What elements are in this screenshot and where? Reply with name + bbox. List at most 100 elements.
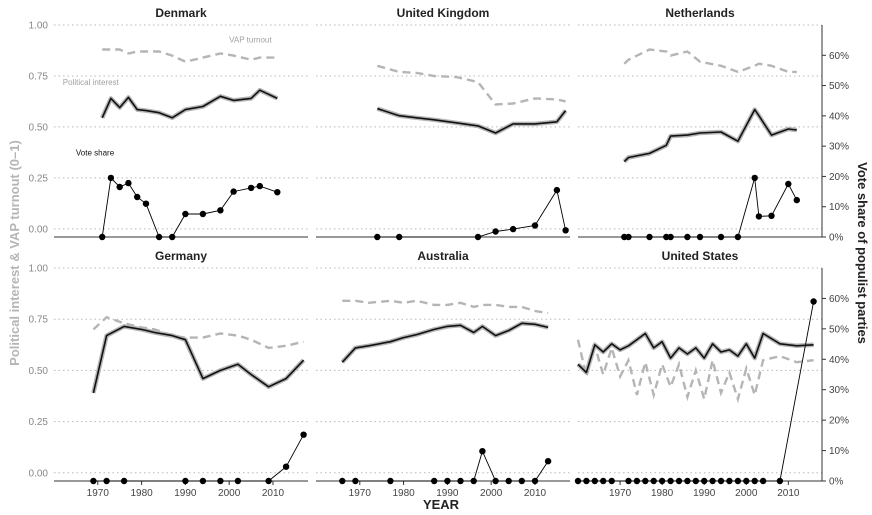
vote-share-point	[776, 477, 784, 485]
vote-share-point	[396, 233, 403, 241]
y-tick-label: 0.75	[29, 315, 49, 326]
vote-share-point	[457, 477, 464, 485]
vote-share-point	[755, 213, 763, 220]
x-axis-label: YEAR	[423, 497, 460, 512]
vote-share-point	[667, 477, 674, 485]
annotation-turnout: VAP turnout	[229, 35, 272, 44]
vote-share-point	[684, 233, 691, 241]
vote-share-point	[217, 207, 224, 214]
vote-share-point	[90, 477, 97, 485]
vote-share-point	[256, 182, 263, 190]
vote-share-point	[743, 477, 750, 485]
vote-share-point	[199, 477, 207, 485]
vote-share-point	[785, 180, 792, 188]
vote-share-point	[734, 233, 742, 241]
vote-share-point	[444, 477, 451, 485]
y2-tick-label: 40%	[829, 355, 849, 366]
vote-share-point	[339, 477, 346, 485]
y-tick-label: 0.75	[29, 71, 49, 82]
y2-tick-label: 0%	[829, 233, 844, 244]
vote-share-point	[574, 477, 582, 485]
y2-tick-label: 10%	[829, 446, 849, 457]
vote-share-point	[352, 477, 359, 485]
vote-share-point	[169, 233, 176, 241]
panel-united-kingdom: United Kingdom	[316, 6, 570, 241]
vote-share-point	[759, 477, 767, 485]
vote-share-point	[142, 200, 150, 207]
vote-share-point	[182, 210, 189, 218]
panel-title: United States	[662, 249, 739, 263]
interest-line	[577, 332, 814, 374]
y2-tick-label: 60%	[829, 294, 849, 305]
x-tick-label: 2010	[777, 488, 800, 499]
vote-share-point	[608, 477, 615, 485]
y2-tick-label: 30%	[829, 142, 849, 153]
vote-share-point	[553, 186, 561, 194]
vote-share-point	[646, 233, 653, 241]
vote-share-point	[474, 233, 482, 241]
annotation-vote-share: Vote share	[76, 148, 115, 157]
vote-share-point	[726, 477, 733, 485]
panel-denmark: Denmark 0.00 0.25 0.50 0.75 1.00 VAP turnout Po…	[29, 6, 308, 241]
vote-share-point	[709, 477, 716, 485]
vote-share-point	[518, 477, 525, 485]
vote-share-point	[234, 477, 242, 485]
interest-line	[377, 107, 567, 134]
vote-share-point	[282, 463, 290, 470]
vote-share-point	[751, 174, 758, 182]
vote-share-point	[431, 477, 438, 485]
y-tick-label: 0.50	[29, 122, 49, 133]
vote-share-point	[274, 189, 281, 196]
interest-line	[92, 325, 305, 394]
panel-title: Netherlands	[665, 6, 735, 20]
vote-share-point	[265, 477, 272, 485]
y2-tick-label: 40%	[829, 111, 849, 122]
x-tick-label: 1980	[392, 488, 415, 499]
vote-share-point	[492, 228, 499, 235]
vote-share-point	[625, 233, 632, 241]
x-tick-label: 2010	[262, 488, 285, 499]
y2-tick-label: 0%	[829, 477, 844, 488]
interest-band	[91, 324, 306, 394]
turnout-line	[623, 48, 797, 74]
vote-share-point	[751, 477, 758, 485]
x-tick-label: 1980	[651, 488, 674, 499]
vote-share-point	[544, 458, 552, 465]
turnout-line	[576, 339, 814, 404]
vote-share-point	[734, 477, 742, 485]
vote-share-point	[470, 477, 477, 485]
turnout-line	[342, 299, 549, 315]
panel-title: Australia	[417, 249, 469, 263]
panel-title: Denmark	[155, 6, 207, 20]
x-tick-label: 2000	[480, 488, 503, 499]
y2-tick-label: 10%	[829, 202, 849, 213]
vote-share-point	[374, 233, 381, 241]
y-axis-label-left: Political interest & VAP turnout (0–1)	[7, 140, 22, 366]
vote-share-line	[342, 449, 549, 482]
vote-share-point	[107, 174, 115, 182]
vote-share-point	[509, 225, 517, 233]
vote-share-point	[531, 222, 539, 229]
vote-share-point	[701, 477, 708, 485]
interest-line	[341, 322, 549, 363]
vote-share-point	[696, 233, 704, 241]
y-tick-label: 1.00	[29, 21, 49, 32]
panel-united-states: United States 1970 1980 1990 2000 2010 0% 10% 20…	[574, 249, 849, 499]
x-tick-label: 1970	[349, 488, 372, 499]
vote-share-point	[650, 477, 657, 485]
y-tick-label: 0.25	[29, 173, 49, 184]
vote-share-point	[479, 448, 486, 455]
x-tick-label: 1970	[87, 488, 110, 499]
y-tick-label: 0.25	[29, 417, 49, 428]
interest-line	[623, 108, 797, 163]
interest-band	[100, 87, 279, 121]
y-tick-label: 1.00	[29, 264, 49, 275]
vote-share-point	[583, 477, 590, 485]
vote-share-point	[692, 477, 699, 485]
vote-share-point	[658, 477, 666, 485]
vote-share-line	[624, 177, 798, 238]
interest-band	[340, 321, 549, 364]
vote-share-point	[125, 179, 132, 187]
vote-share-point	[625, 477, 632, 485]
